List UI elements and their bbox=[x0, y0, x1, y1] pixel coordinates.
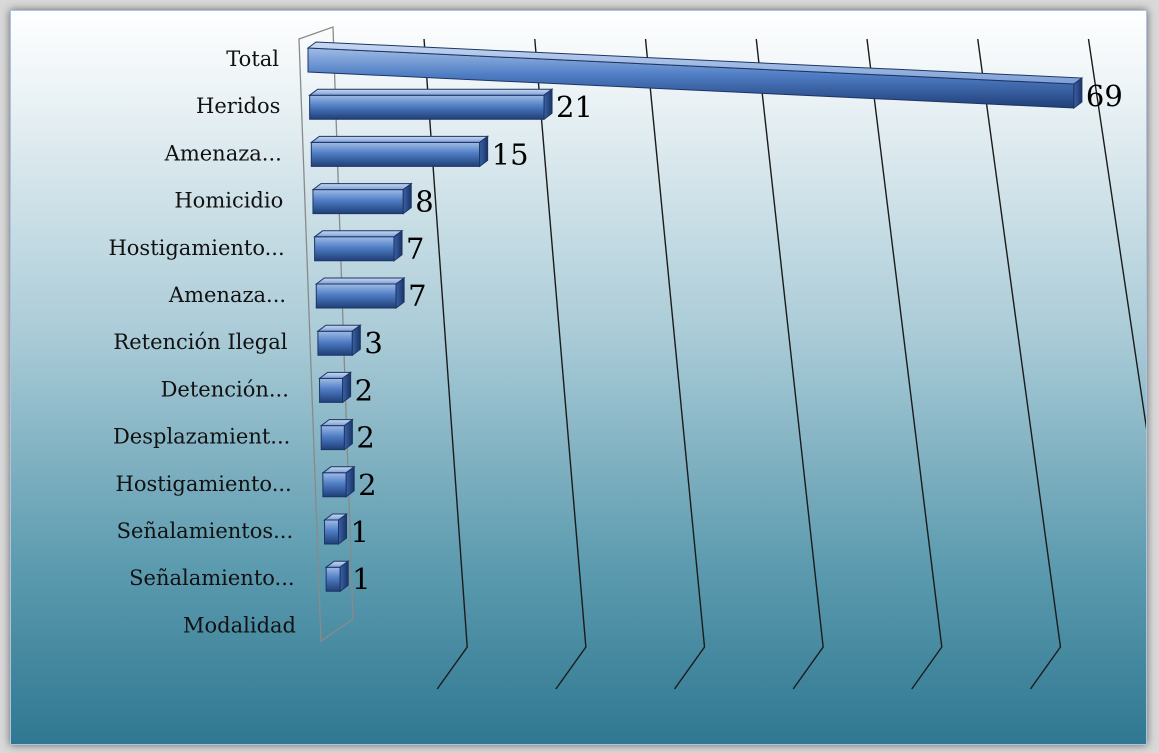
data-label: 15 bbox=[492, 137, 529, 171]
chart-frame: Total Heridos Amenaza... Homicidio Hostigami… bbox=[10, 10, 1147, 745]
category-label: Señalamiento... bbox=[129, 566, 294, 590]
category-label: Hostigamiento... bbox=[108, 236, 284, 260]
category-label: Homicidio bbox=[174, 189, 283, 213]
bar bbox=[308, 88, 554, 121]
bar-top bbox=[311, 183, 413, 191]
bar-end bbox=[338, 513, 348, 545]
category-label: Retención Ilegal bbox=[113, 330, 287, 354]
bar-chart: Total Heridos Amenaza... Homicidio Hostigami… bbox=[108, 26, 1146, 690]
bar-front bbox=[325, 566, 341, 592]
bar-front bbox=[312, 189, 404, 215]
bar-top bbox=[314, 277, 406, 285]
gridline-60 bbox=[977, 38, 1062, 690]
bar bbox=[311, 182, 413, 215]
bar bbox=[321, 465, 356, 498]
chart-back-wall bbox=[298, 26, 354, 643]
bar-end bbox=[393, 229, 403, 262]
gridlines bbox=[423, 38, 1146, 690]
bar-end bbox=[1073, 77, 1083, 109]
bar-front bbox=[314, 236, 395, 262]
category-label: Señalamientos... bbox=[117, 519, 294, 543]
bar bbox=[314, 277, 406, 309]
bar-end bbox=[351, 324, 361, 357]
category-label: Heridos bbox=[196, 94, 280, 118]
data-label: 1 bbox=[351, 515, 369, 549]
bar-top bbox=[308, 88, 554, 96]
gridline-20 bbox=[534, 38, 587, 690]
gridline-70 bbox=[1087, 38, 1146, 430]
gridline-50 bbox=[866, 38, 943, 690]
bar-front bbox=[309, 94, 545, 120]
data-label: 8 bbox=[415, 185, 433, 219]
bar-end bbox=[543, 88, 553, 121]
bar bbox=[323, 513, 349, 545]
bars bbox=[306, 41, 1084, 593]
bar-front bbox=[320, 425, 345, 451]
data-label: 2 bbox=[358, 468, 376, 502]
bar-end bbox=[343, 418, 353, 451]
bar bbox=[319, 418, 354, 451]
category-label: Hostigamiento... bbox=[116, 472, 292, 496]
bar bbox=[306, 41, 1084, 109]
data-label: 7 bbox=[406, 232, 424, 266]
data-label: 69 bbox=[1086, 79, 1123, 113]
gridline-30 bbox=[644, 38, 706, 690]
category-label: Amenaza... bbox=[168, 283, 286, 307]
data-label: 21 bbox=[556, 90, 593, 124]
data-label: 3 bbox=[364, 326, 382, 360]
bar-front bbox=[324, 519, 340, 545]
category-label: Amenaza... bbox=[164, 141, 282, 165]
bar-front bbox=[317, 330, 353, 356]
bar-end bbox=[402, 182, 412, 215]
bar-front bbox=[310, 141, 481, 167]
category-label: Total bbox=[226, 47, 279, 71]
bar-end bbox=[479, 135, 489, 168]
bar-top bbox=[313, 230, 404, 238]
bar-front bbox=[319, 377, 344, 403]
bar-end bbox=[339, 560, 349, 593]
bar bbox=[309, 135, 490, 168]
bar-front bbox=[315, 283, 397, 309]
category-label: Modalidad bbox=[183, 613, 296, 637]
data-label: 7 bbox=[408, 279, 426, 313]
data-label: 2 bbox=[356, 421, 374, 455]
chart-wall-edge bbox=[298, 26, 354, 643]
data-label: 2 bbox=[355, 373, 373, 407]
bar bbox=[313, 229, 404, 262]
bar bbox=[316, 324, 362, 357]
bar-end bbox=[342, 371, 352, 404]
bar-front bbox=[322, 472, 347, 498]
bar-end bbox=[345, 465, 355, 498]
category-labels: Total Heridos Amenaza... Homicidio Hostigami… bbox=[108, 47, 296, 637]
gridline-10 bbox=[423, 38, 468, 690]
gridline-40 bbox=[755, 38, 824, 690]
bar bbox=[324, 560, 350, 593]
category-label: Desplazamient... bbox=[113, 425, 290, 449]
bar bbox=[318, 371, 353, 404]
data-label: 1 bbox=[352, 562, 370, 596]
category-label: Detención... bbox=[161, 377, 289, 401]
bar-top bbox=[309, 135, 490, 143]
bar-end bbox=[395, 277, 405, 309]
